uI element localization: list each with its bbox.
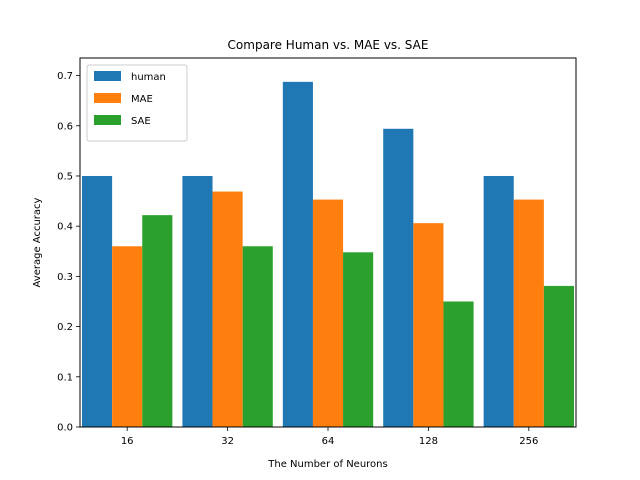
y-tick-label: 0.7	[57, 71, 73, 82]
legend: human MAE SAE	[86, 64, 188, 142]
y-tick-label: 0.4	[57, 222, 73, 233]
legend-label-mae: MAE	[131, 94, 153, 105]
legend-swatch-human	[94, 71, 121, 81]
bar-human-128	[383, 128, 414, 428]
x-tick-label: 32	[221, 436, 234, 447]
bar-sae-32	[242, 246, 273, 427]
bar-mae-16	[112, 246, 143, 427]
bar-human-32	[182, 175, 213, 427]
bar-human-64	[282, 81, 313, 427]
x-tick-label: 16	[121, 436, 134, 447]
y-tick-label: 0.0	[57, 423, 73, 434]
legend-label-sae: SAE	[131, 116, 151, 127]
bar-mae-128	[413, 223, 444, 427]
y-axis-label: Average Accuracy	[32, 197, 43, 287]
bar-sae-16	[142, 215, 173, 427]
x-axis-label: The Number of Neurons	[267, 459, 387, 470]
x-tick-label: 256	[519, 436, 538, 447]
bar-sae-64	[343, 252, 374, 427]
bar-mae-32	[212, 191, 243, 427]
legend-label-human: human	[131, 72, 166, 83]
x-tick-label: 128	[419, 436, 438, 447]
bar-human-16	[82, 175, 113, 427]
y-axis: 0.0 0.1 0.2 0.3 0.4 0.5 0.6 0.7	[57, 71, 80, 434]
bar-sae-256	[543, 285, 574, 427]
bar-sae-128	[443, 301, 474, 427]
x-tick-label: 64	[322, 436, 335, 447]
y-tick-label: 0.3	[57, 272, 73, 283]
y-tick-label: 0.1	[57, 372, 73, 383]
legend-swatch-sae	[94, 115, 121, 125]
y-tick-label: 0.2	[57, 322, 73, 333]
bars-group	[82, 81, 574, 428]
y-tick-label: 0.6	[57, 121, 73, 132]
bar-human-256	[483, 175, 514, 427]
chart-title: Compare Human vs. MAE vs. SAE	[228, 38, 429, 52]
bar-mae-64	[312, 199, 344, 427]
legend-swatch-mae	[94, 93, 121, 103]
y-tick-label: 0.5	[57, 171, 73, 182]
bar-mae-256	[513, 199, 544, 427]
x-axis: 16 32 64 128 256	[121, 427, 538, 447]
